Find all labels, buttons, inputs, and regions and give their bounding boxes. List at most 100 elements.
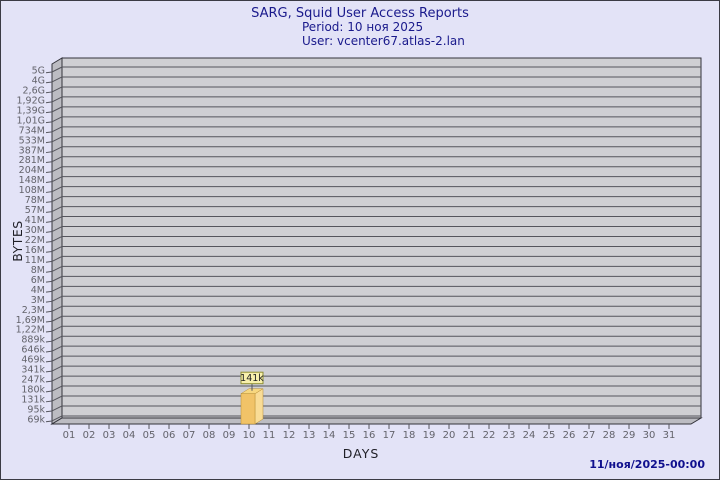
y-tick-label: 16M (25, 245, 45, 256)
wall-gridline (51, 395, 63, 402)
wall-gridline (51, 86, 63, 93)
wall-gridline (51, 295, 63, 302)
y-tick-label: 341k (21, 365, 45, 376)
wall-gridline (51, 106, 63, 113)
y-tick (45, 380, 53, 383)
grid (45, 66, 701, 423)
y-tick (45, 360, 53, 363)
y-tick (45, 390, 53, 393)
y-tick (45, 290, 53, 293)
y-tick (45, 201, 53, 203)
x-tick-label: 27 (583, 430, 596, 441)
x-tick-label: 12 (283, 430, 296, 441)
y-tick-label: 4M (31, 285, 45, 296)
y-tick-label: 22M (25, 235, 45, 246)
x-tick-label: 17 (383, 430, 396, 441)
y-tick (45, 211, 53, 213)
wall-gridline (51, 116, 63, 123)
y-tick (45, 370, 53, 373)
y-tick (45, 161, 53, 164)
x-tick-label: 09 (223, 430, 236, 441)
wall-gridline (51, 136, 63, 143)
y-tick (45, 410, 53, 413)
x-axis-title: DAYS (343, 446, 380, 461)
y-tick-label: 646k (21, 345, 45, 356)
y-axis-title: BYTES (10, 220, 25, 262)
bar-value-label: 141k (240, 373, 264, 384)
y-tick (45, 71, 53, 74)
y-tick (45, 240, 53, 243)
y-tick (45, 320, 53, 323)
y-tick (45, 111, 53, 114)
report-title: SARG, Squid User Access Reports (251, 6, 469, 21)
y-tick-label: 108M (19, 185, 45, 196)
y-tick-label: 180k (21, 385, 45, 396)
y-tick-label: 247k (21, 375, 45, 386)
y-tick (45, 91, 53, 94)
y-tick (45, 340, 53, 343)
x-tick-label: 31 (663, 430, 676, 441)
wall-gridline (51, 415, 63, 422)
y-tick (45, 221, 53, 223)
y-tick (45, 350, 53, 353)
value-label-box (240, 371, 264, 385)
y-tick-label: 1,22M (16, 325, 45, 336)
x-tick-label: 29 (623, 430, 636, 441)
x-tick-label: 23 (503, 430, 516, 441)
x-tick-label: 01 (63, 430, 76, 441)
y-tick-label: 2,3M (22, 305, 45, 316)
bar-day-10: 141k (240, 371, 264, 425)
y-tick (45, 400, 53, 403)
y-tick-label: 6M (31, 275, 45, 286)
y-tick-label: 95k (27, 404, 45, 415)
x-tick-label: 13 (303, 430, 316, 441)
x-tick-label: 16 (363, 430, 376, 441)
x-tick-label: 19 (423, 430, 436, 441)
y-tick (45, 121, 53, 124)
wall-gridline (51, 375, 63, 382)
x-tick-label: 28 (603, 430, 616, 441)
wall-gridline (51, 365, 63, 372)
y-tick (45, 280, 53, 283)
y-tick-label: 148M (19, 175, 45, 186)
y-tick-label: 41M (25, 215, 45, 226)
wall-gridline (51, 325, 63, 332)
wall-gridline (51, 355, 63, 362)
wall-gridline (51, 176, 63, 183)
x-tick-label: 04 (123, 430, 136, 441)
y-tick (45, 330, 53, 333)
y-tick-label: 4G (32, 75, 45, 86)
report-period: Period: 10 ноя 2025 (302, 20, 424, 34)
wall-gridline (51, 385, 63, 392)
generated-timestamp: 11/ноя/2025-00:00 (589, 458, 705, 471)
wall-gridline (51, 305, 63, 312)
report-user: User: vcenter67.atlas-2.lan (302, 33, 465, 48)
y-tick-label: 204M (19, 165, 45, 176)
wall-gridline (51, 315, 63, 322)
x-tick-label: 25 (543, 430, 556, 441)
y-tick (45, 141, 53, 144)
wall-gridline (51, 226, 63, 232)
x-tick-label: 30 (643, 430, 656, 441)
y-tick-label: 69k (27, 414, 45, 425)
wall-gridline (51, 345, 63, 352)
y-tick-label: 30M (25, 225, 45, 236)
x-tick-label: 03 (103, 430, 116, 441)
y-tick (45, 81, 53, 84)
x-tick-label: 26 (563, 430, 576, 441)
wall-gridline (51, 265, 63, 272)
y-tick-label: 8M (31, 265, 45, 276)
wall-gridline (51, 246, 63, 252)
y-tick-label: 1,92G (16, 95, 45, 106)
y-tick-label: 734M (19, 125, 45, 136)
y-tick (45, 191, 53, 193)
y-tick (45, 260, 53, 263)
y-tick (45, 181, 53, 183)
wall-gridline (51, 335, 63, 342)
wall-gridline (51, 275, 63, 282)
y-tick (45, 310, 53, 313)
y-tick (45, 231, 53, 233)
x-tick-label: 20 (443, 430, 456, 441)
y-tick-label: 281M (19, 155, 45, 166)
